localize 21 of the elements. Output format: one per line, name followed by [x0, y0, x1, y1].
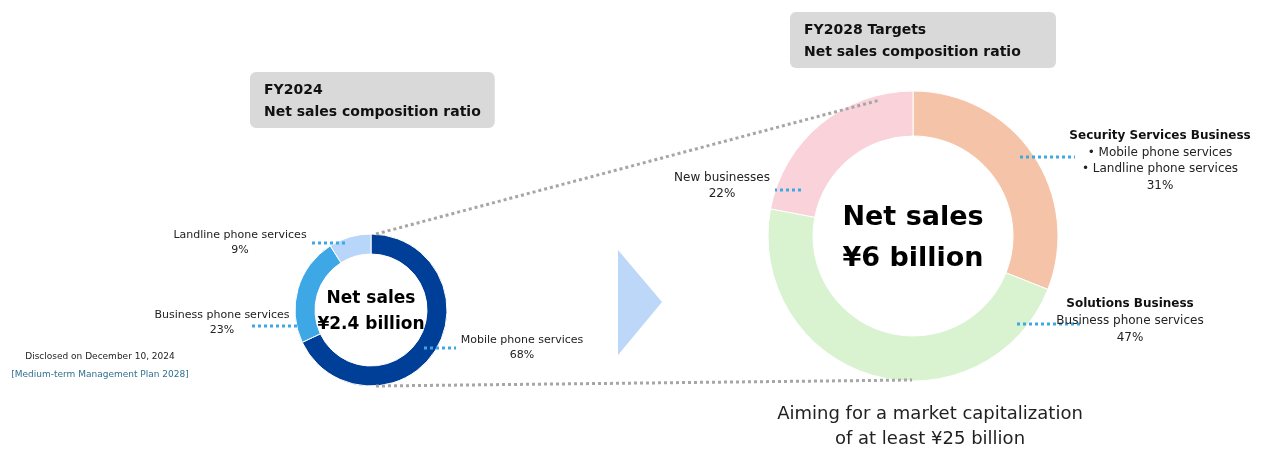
slice-label: Mobile phone services: [460, 332, 584, 346]
data-label: 23%: [209, 323, 235, 337]
slice-label: Solutions Business: [1066, 296, 1194, 311]
slice-label: New businesses: [674, 169, 770, 184]
slice-label: Landline phone services: [173, 227, 307, 241]
text: Net sales ¥6 billion: [842, 200, 984, 272]
text: Business phone services: [1056, 313, 1204, 327]
data-label: 47%: [1116, 329, 1144, 344]
slice-label: Business phone services: [154, 307, 290, 321]
text: Disclosed on December 10, 2024: [25, 351, 176, 362]
chart-title: FY2024 Net sales composition ratio: [264, 81, 482, 119]
text: Net sales ¥2.4 billion: [317, 287, 425, 333]
slice-label: Security Services Business: [1069, 127, 1251, 142]
data-label: 31%: [1146, 178, 1174, 193]
data-label: 68%: [509, 348, 535, 362]
text: [Medium-term Management Plan 2028]: [11, 369, 189, 380]
chart-title: FY2028 Targets Net sales composition ratio: [804, 21, 1022, 59]
text: • Mobile phone services • Landline phone services: [1081, 144, 1239, 176]
data-label: 22%: [708, 186, 736, 201]
text: Aiming for a market capitalization of at least ¥25 billion: [777, 402, 1083, 449]
data-label: 9%: [231, 243, 249, 257]
